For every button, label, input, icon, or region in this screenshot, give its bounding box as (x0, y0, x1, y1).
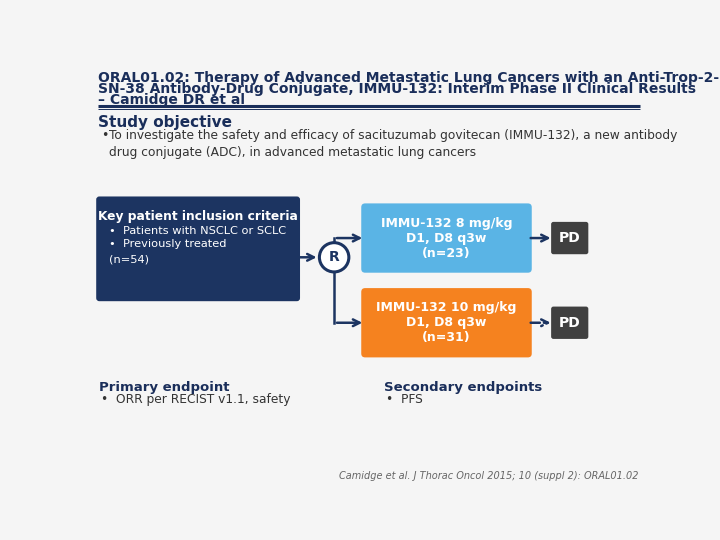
FancyBboxPatch shape (96, 197, 300, 301)
Text: PD: PD (559, 231, 580, 245)
Text: R: R (329, 251, 340, 264)
Text: Study objective: Study objective (98, 115, 232, 130)
Text: Secondary endpoints: Secondary endpoints (384, 381, 543, 394)
Text: SN-38 Antibody-Drug Conjugate, IMMU-132: Interim Phase II Clinical Results: SN-38 Antibody-Drug Conjugate, IMMU-132:… (98, 82, 696, 96)
FancyBboxPatch shape (551, 307, 588, 339)
Text: – Camidge DR et al: – Camidge DR et al (98, 92, 245, 106)
Text: •: • (101, 129, 108, 141)
Text: •  PFS: • PFS (386, 393, 423, 406)
Text: IMMU-132 10 mg/kg
D1, D8 q3w
(n=31): IMMU-132 10 mg/kg D1, D8 q3w (n=31) (377, 301, 517, 345)
Text: •  Patients with NSCLC or SCLC: • Patients with NSCLC or SCLC (109, 226, 286, 236)
FancyBboxPatch shape (361, 288, 532, 357)
Circle shape (320, 242, 349, 272)
Text: PD: PD (559, 316, 580, 330)
Text: Primary endpoint: Primary endpoint (99, 381, 230, 394)
Text: (n=54): (n=54) (109, 255, 148, 265)
Text: Camidge et al. J Thorac Oncol 2015; 10 (suppl 2): ORAL01.02: Camidge et al. J Thorac Oncol 2015; 10 (… (339, 471, 639, 481)
Text: To investigate the safety and efficacy of sacituzumab govitecan (IMMU-132), a ne: To investigate the safety and efficacy o… (109, 129, 677, 159)
FancyBboxPatch shape (551, 222, 588, 254)
FancyBboxPatch shape (361, 204, 532, 273)
Text: ORAL01.02: Therapy of Advanced Metastatic Lung Cancers with an Anti-Trop-2-: ORAL01.02: Therapy of Advanced Metastati… (98, 71, 719, 85)
Text: •  ORR per RECIST v1.1, safety: • ORR per RECIST v1.1, safety (101, 393, 290, 406)
Text: IMMU-132 8 mg/kg
D1, D8 q3w
(n=23): IMMU-132 8 mg/kg D1, D8 q3w (n=23) (381, 217, 512, 260)
Text: Key patient inclusion criteria: Key patient inclusion criteria (98, 211, 298, 224)
Text: •  Previously treated: • Previously treated (109, 239, 226, 249)
